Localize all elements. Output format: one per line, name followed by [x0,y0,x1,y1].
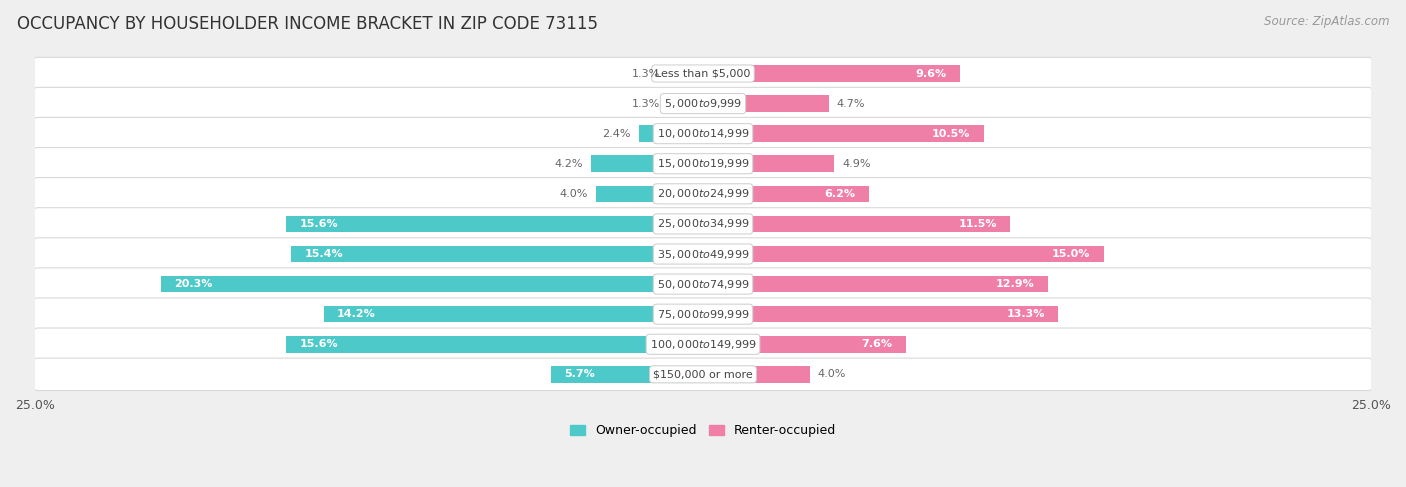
FancyBboxPatch shape [34,87,1372,120]
FancyBboxPatch shape [34,268,1372,300]
Text: 10.5%: 10.5% [932,129,970,139]
Text: 13.3%: 13.3% [1007,309,1045,319]
Text: 15.0%: 15.0% [1052,249,1091,259]
Text: 9.6%: 9.6% [915,69,946,78]
Text: 14.2%: 14.2% [337,309,375,319]
FancyBboxPatch shape [34,148,1372,180]
Text: $150,000 or more: $150,000 or more [654,369,752,379]
FancyBboxPatch shape [34,117,1372,150]
Text: 4.0%: 4.0% [560,189,588,199]
Bar [287,336,703,353]
Text: $25,000 to $34,999: $25,000 to $34,999 [657,217,749,230]
Bar [160,276,703,292]
Text: $100,000 to $149,999: $100,000 to $149,999 [650,338,756,351]
Bar [551,366,703,383]
Text: 5.7%: 5.7% [564,369,595,379]
FancyBboxPatch shape [34,178,1372,210]
Bar [668,95,703,112]
Bar [703,95,828,112]
Text: 12.9%: 12.9% [995,279,1035,289]
Text: 4.0%: 4.0% [818,369,846,379]
Bar [323,306,703,322]
Bar [703,276,1047,292]
Bar [703,186,869,202]
FancyBboxPatch shape [34,358,1372,391]
Bar [703,336,905,353]
Text: 2.4%: 2.4% [602,129,631,139]
Text: 4.9%: 4.9% [842,159,870,169]
Text: 1.3%: 1.3% [631,69,661,78]
FancyBboxPatch shape [34,207,1372,240]
Bar [703,216,1011,232]
Bar [287,216,703,232]
Bar [703,306,1059,322]
Text: OCCUPANCY BY HOUSEHOLDER INCOME BRACKET IN ZIP CODE 73115: OCCUPANCY BY HOUSEHOLDER INCOME BRACKET … [17,15,598,33]
FancyBboxPatch shape [34,57,1372,90]
Text: 20.3%: 20.3% [174,279,212,289]
Bar [703,155,834,172]
FancyBboxPatch shape [34,298,1372,330]
Bar [703,65,959,82]
Bar [703,366,810,383]
Text: Less than $5,000: Less than $5,000 [655,69,751,78]
Text: 15.6%: 15.6% [299,219,337,229]
Text: $35,000 to $49,999: $35,000 to $49,999 [657,247,749,261]
Text: Source: ZipAtlas.com: Source: ZipAtlas.com [1264,15,1389,28]
Text: 6.2%: 6.2% [824,189,855,199]
FancyBboxPatch shape [34,328,1372,360]
Text: $50,000 to $74,999: $50,000 to $74,999 [657,278,749,291]
Text: 15.4%: 15.4% [305,249,343,259]
Text: $5,000 to $9,999: $5,000 to $9,999 [664,97,742,110]
Text: 1.3%: 1.3% [631,98,661,109]
Bar [291,246,703,262]
Bar [703,246,1104,262]
Legend: Owner-occupied, Renter-occupied: Owner-occupied, Renter-occupied [565,419,841,442]
Text: $15,000 to $19,999: $15,000 to $19,999 [657,157,749,170]
Text: $20,000 to $24,999: $20,000 to $24,999 [657,187,749,200]
Text: 15.6%: 15.6% [299,339,337,349]
Bar [638,126,703,142]
Text: $75,000 to $99,999: $75,000 to $99,999 [657,308,749,320]
Bar [703,126,984,142]
Bar [596,186,703,202]
Text: 7.6%: 7.6% [862,339,893,349]
Text: 11.5%: 11.5% [959,219,997,229]
Text: $10,000 to $14,999: $10,000 to $14,999 [657,127,749,140]
Text: 4.7%: 4.7% [837,98,865,109]
Bar [591,155,703,172]
Text: 4.2%: 4.2% [554,159,582,169]
Bar [668,65,703,82]
FancyBboxPatch shape [34,238,1372,270]
